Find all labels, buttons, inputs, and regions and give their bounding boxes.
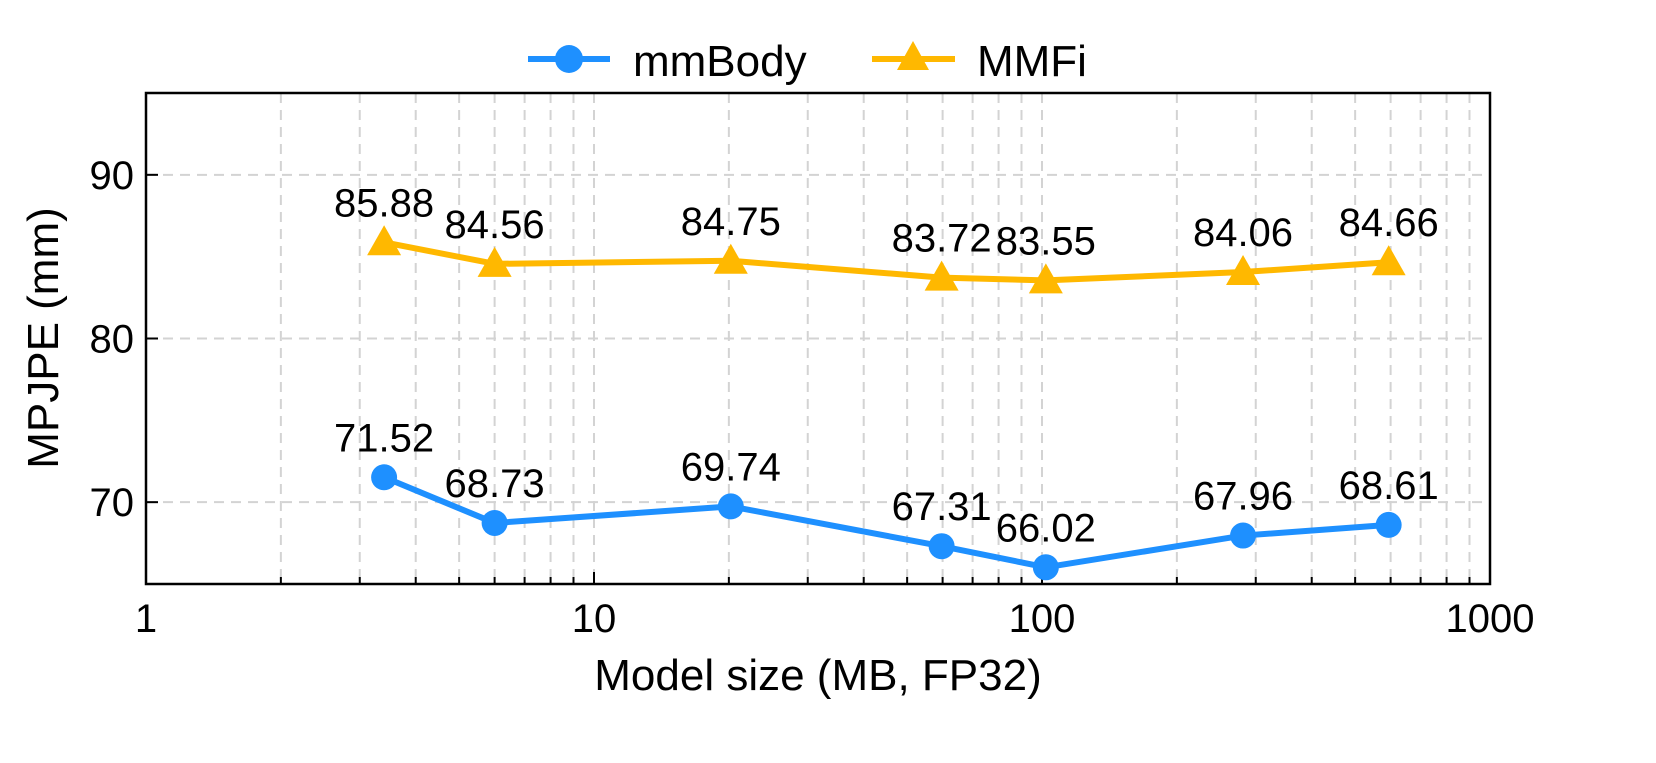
data-label: 84.06 [1193,211,1293,255]
circle-marker-icon [481,509,508,536]
legend-label-mmfi: MMFi [977,37,1087,86]
triangle-marker-icon [367,225,402,256]
grid-lines [146,93,1490,584]
circle-marker-icon [717,493,744,520]
plot-frame [144,91,1492,586]
y-tick-label: 80 [90,318,135,362]
y-tick-label: 70 [90,481,135,525]
triangle-marker-icon [713,243,748,274]
circle-marker-icon [928,533,955,560]
data-label: 84.66 [1339,201,1439,245]
tick-labels: 1 10 100 1000 70 80 90 [90,154,1535,641]
triangle-marker-icon [1371,245,1406,276]
circle-marker-icon [371,464,398,491]
triangle-marker-icon [1028,263,1063,294]
circle-marker-icon [1230,522,1257,549]
data-label: 67.96 [1193,475,1293,519]
x-axis-title: Model size (MB, FP32) [594,651,1041,700]
data-label: 68.61 [1339,464,1439,508]
data-label: 84.75 [681,200,781,244]
y-tick-label: 90 [90,154,135,198]
x-tick-label: 1000 [1446,597,1535,641]
triangle-marker-icon [1226,255,1261,286]
legend-label-mmbody: mmBody [633,37,807,86]
data-label: 71.52 [334,416,434,460]
circle-marker-icon [1032,554,1059,581]
data-label: 84.56 [445,203,545,247]
x-tick-label: 10 [572,597,617,641]
data-label: 83.55 [996,219,1096,263]
circle-marker-icon [1375,511,1402,538]
x-tick-label: 100 [1009,597,1076,641]
triangle-marker-icon [897,41,929,70]
triangle-marker-icon [924,260,959,291]
data-label: 83.72 [892,217,992,261]
data-label: 68.73 [445,462,545,506]
y-axis-title: MPJPE (mm) [19,207,68,469]
data-label: 67.31 [892,485,992,529]
data-label: 69.74 [681,445,781,489]
data-label: 85.88 [334,181,434,225]
triangle-marker-icon [477,246,512,277]
circle-marker-icon [555,45,583,73]
data-label: 66.02 [996,506,1096,550]
legend: mmBody MMFi [528,37,1087,86]
x-tick-label: 1 [135,597,157,641]
